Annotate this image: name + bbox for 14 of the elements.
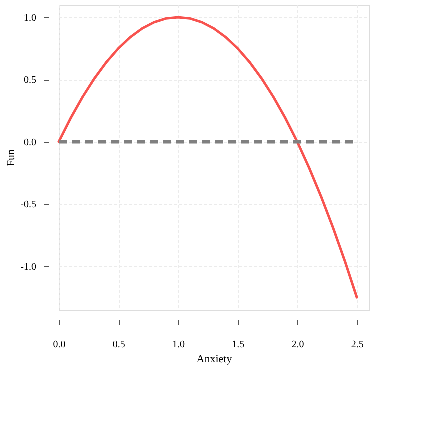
x-tick-label: 2.0 xyxy=(292,340,304,350)
x-tick-label: 1.5 xyxy=(232,340,245,350)
y-tick-label: 0.5 xyxy=(24,75,36,86)
y-tick-label: -0.5 xyxy=(20,200,36,211)
line-series xyxy=(58,16,358,299)
x-axis-title: Anxiety xyxy=(196,354,233,366)
x-tick-label: 0.0 xyxy=(53,340,66,350)
y-tick-label: 1.0 xyxy=(24,12,36,24)
y-axis-title: Fun xyxy=(6,148,18,167)
x-tick-label: 0.5 xyxy=(112,340,126,350)
y-tick-label: -1.0 xyxy=(20,262,36,273)
x-tick-label: 1.0 xyxy=(172,340,185,350)
y-tick-label: 0.0 xyxy=(24,137,36,148)
x-tick-label: 2.5 xyxy=(351,340,364,350)
